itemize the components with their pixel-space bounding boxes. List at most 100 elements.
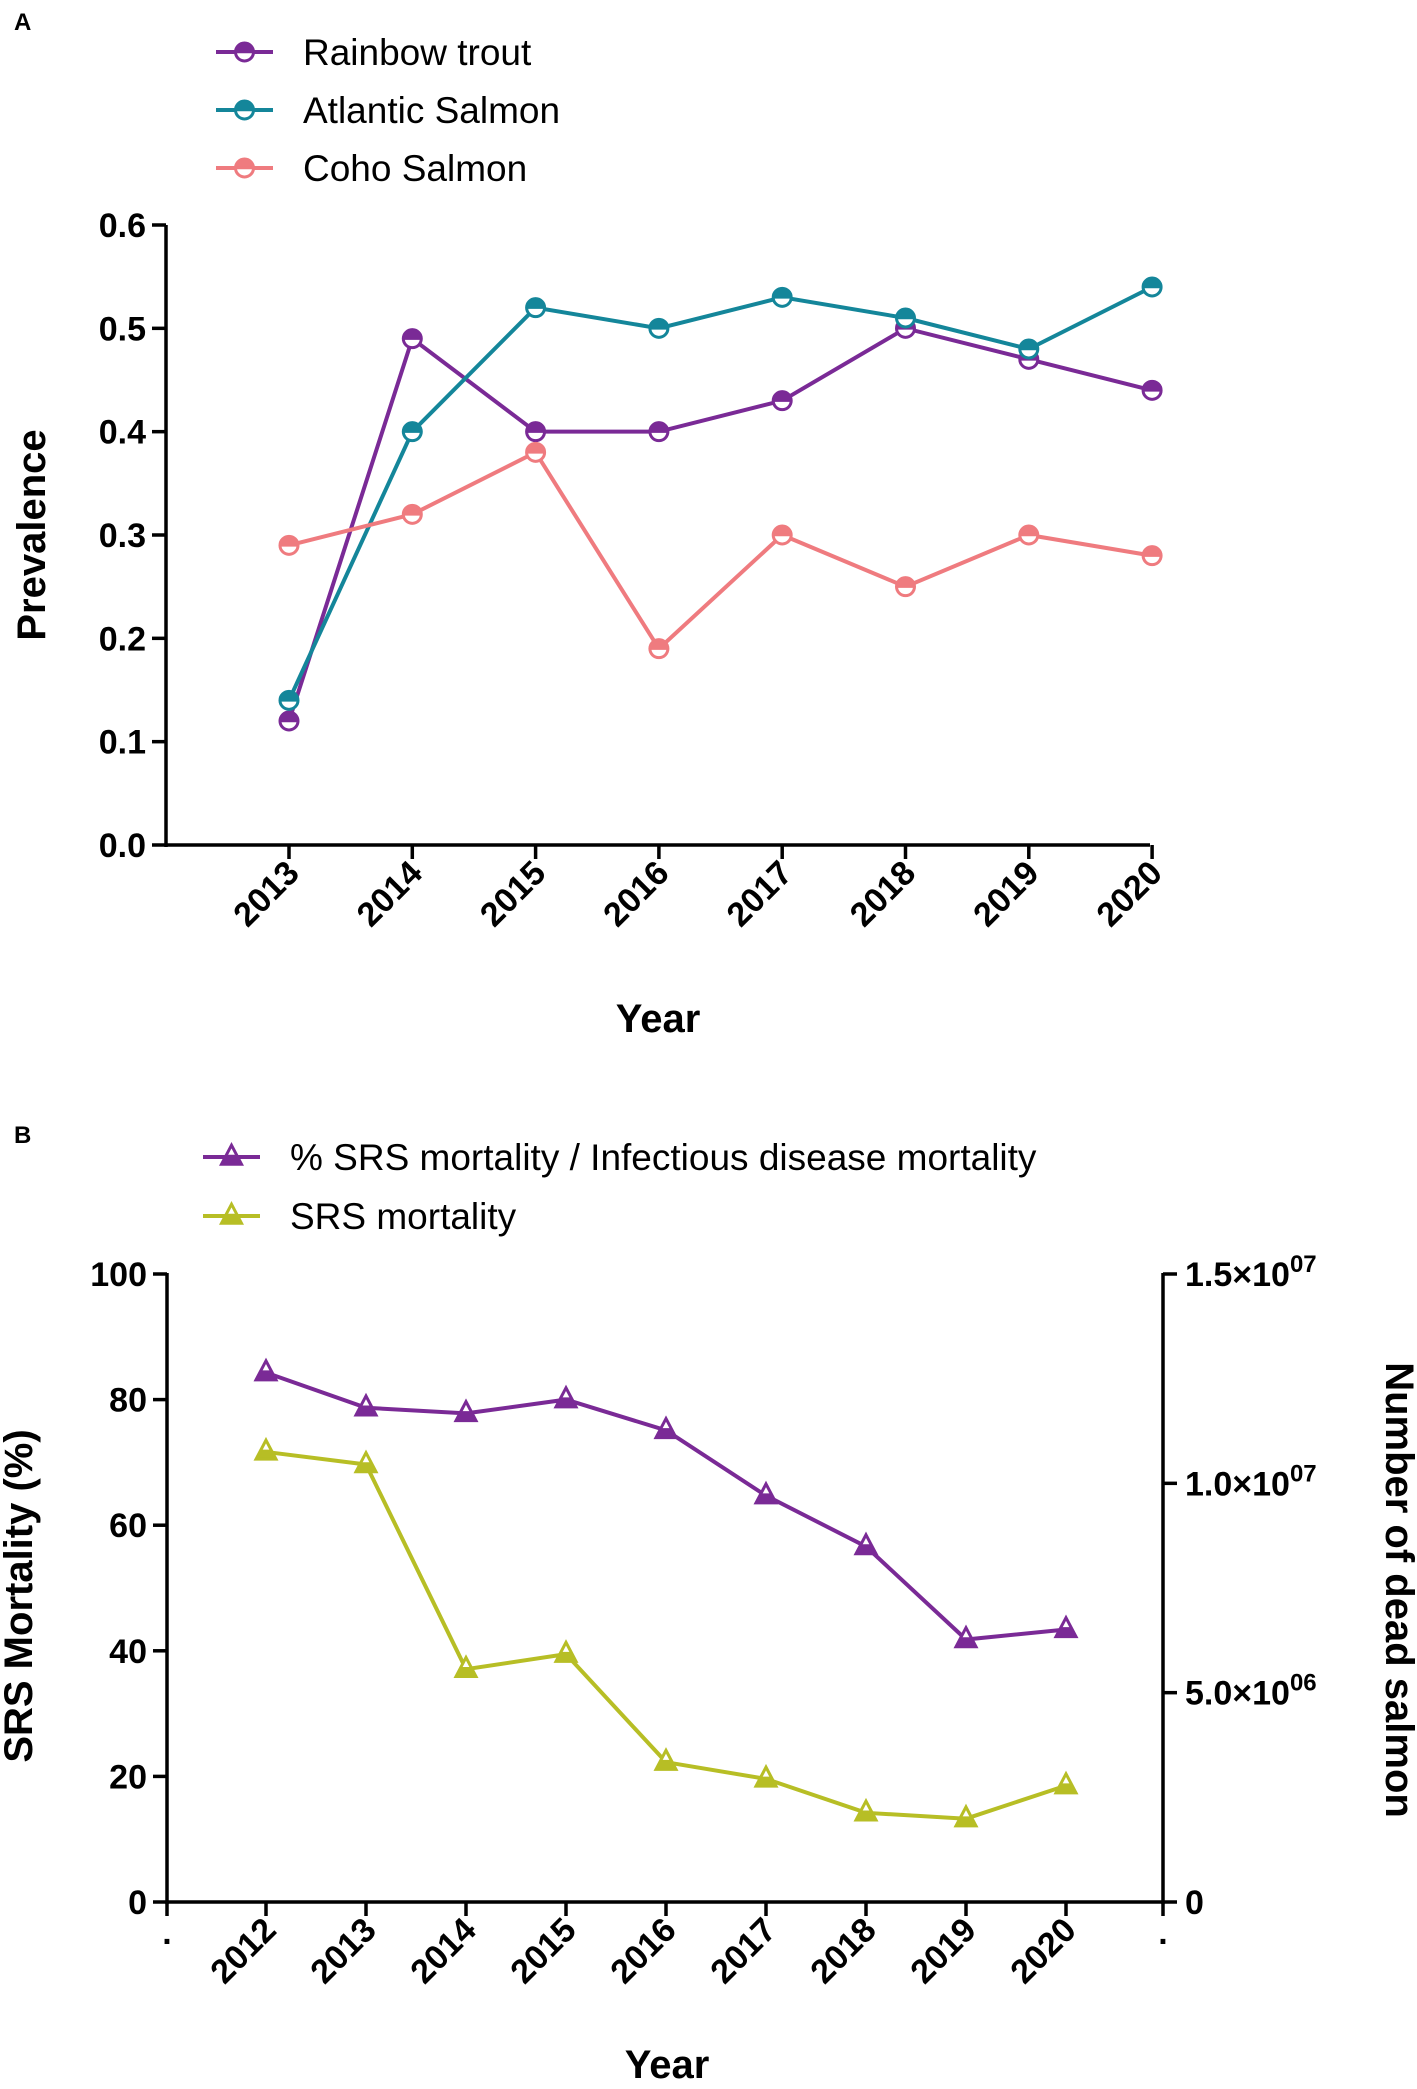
data-point [853,1797,879,1822]
panel-a-letter: A [14,9,31,36]
panel-b-axes [165,1273,1165,1904]
panel-b-series [253,1357,1079,1828]
series-srs-mortality-infectious-disease-mortality [253,1357,1079,1649]
data-point [753,1763,779,1788]
data-point [401,421,423,443]
data-point [525,421,547,443]
x-tick-label: 2019 [966,854,1046,934]
panel-a-y-ticks: 0.0 0.1 0.2 0.3 0.4 0.5 0.6 [99,207,166,865]
x-tick-label: 2012 [203,1911,283,1991]
data-point [1018,524,1040,546]
data-point [953,1803,979,1828]
y-tick-label: 0.6 [99,207,146,245]
panel-a-x-ticks: 2013 2014 2015 2016 2017 2018 2019 2020 [226,845,1170,934]
x-tick-label: 2013 [226,854,306,934]
left-y-tick-label: 0 [128,1884,147,1922]
x-edge-tick-label: . [1158,1914,1167,1952]
right-y-tick-label: 0 [1185,1884,1204,1922]
panel-b-left-y-axis-title: SRS Mortality (%) [0,1429,41,1762]
x-tick-label: 2017 [703,1911,783,1991]
data-point [895,307,916,329]
data-point [401,503,423,525]
x-tick-label: 2020 [1089,854,1169,934]
data-point [648,421,670,443]
data-point [1141,545,1163,567]
left-y-tick-label: 80 [109,1382,147,1420]
data-point [653,1415,679,1440]
legend-item-rainbow-trout: Rainbow trout [216,32,532,73]
x-tick-label: 2016 [603,1911,683,1991]
legend-label: Rainbow trout [303,32,532,73]
x-tick-label: 2018 [803,1911,883,1991]
x-edge-tick-label: . [162,1914,171,1952]
data-point [278,710,300,732]
series-line [287,285,1153,702]
x-tick-label: 2013 [303,1911,383,1991]
legend-a: Rainbow trout Atlantic Salmon Coho Salmon [216,32,560,189]
x-tick-label: 2020 [1003,1911,1083,1991]
data-point [648,638,670,660]
series-atlantic-salmon [278,276,1163,711]
right-y-tick-label: 1.0×1007 [1185,1460,1317,1503]
series-line [287,326,1153,722]
data-point [1018,338,1040,360]
data-point [895,576,916,598]
data-point [1053,1614,1079,1639]
x-tick-label: 2014 [350,854,430,934]
left-y-tick-label: 100 [90,1256,147,1294]
right-y-tick-label: 5.0×1006 [1185,1670,1317,1713]
y-tick-label: 0.3 [99,517,146,555]
panel-b-right-y-ticks: 0 5.0×1006 1.0×1007 1.5×1007 [1163,1251,1317,1922]
data-point [653,1747,679,1771]
x-tick-label: 2017 [720,854,800,934]
panel-a-series [278,276,1163,732]
panel-b-x-ticks: . . 2012 2013 2014 2015 2016 2017 2018 2019 2020 [162,1902,1168,1991]
legend-marker [234,41,255,63]
data-point [1141,276,1163,298]
x-tick-label: 2016 [596,854,676,934]
data-point [753,1480,779,1505]
data-point [353,1392,379,1417]
panel-a-y-axis-title: Prevalence [10,429,54,640]
data-point [553,1384,579,1409]
panel-b: B % SRS mortality / Infectious disease m… [0,1122,1417,2087]
legend-item-srs-mortality-infectious-disease-mortality: % SRS mortality / Infectious disease mor… [203,1137,1037,1178]
left-y-tick-label: 20 [109,1758,147,1796]
data-point [553,1639,579,1663]
right-y-tick-label: 1.5×1007 [1185,1251,1317,1294]
y-tick-label: 0.5 [99,310,146,348]
panel-b-left-y-ticks: 0 20 40 60 80 100 [90,1256,167,1922]
legend-marker [219,1200,244,1225]
x-tick-label: 2015 [503,1911,583,1991]
data-point [525,441,547,463]
legend-marker [234,157,255,179]
y-tick-label: 0.4 [99,414,146,452]
x-tick-label: 2018 [843,854,923,934]
data-point [278,689,300,711]
data-point [253,1357,279,1382]
data-point [771,390,793,412]
data-point [353,1449,379,1474]
data-point [401,328,423,350]
legend-item-atlantic-salmon: Atlantic Salmon [216,90,560,131]
data-point [453,1654,479,1678]
data-point [525,297,547,319]
data-point [953,1624,979,1649]
y-tick-label: 0.1 [99,724,146,762]
series-coho-salmon [278,441,1163,660]
panel-b-letter: B [14,1122,31,1149]
data-point [453,1398,479,1423]
legend-b: % SRS mortality / Infectious disease mor… [203,1137,1037,1237]
legend-label: Coho Salmon [303,148,527,189]
legend-item-coho-salmon: Coho Salmon [216,148,527,189]
x-tick-label: 2015 [473,854,553,934]
left-y-tick-label: 60 [109,1507,147,1545]
data-point [853,1531,879,1556]
data-point [253,1436,279,1461]
data-point [648,317,670,339]
series-srs-mortality [253,1436,1079,1828]
legend-marker [234,99,255,121]
y-tick-label: 0.2 [99,620,146,658]
